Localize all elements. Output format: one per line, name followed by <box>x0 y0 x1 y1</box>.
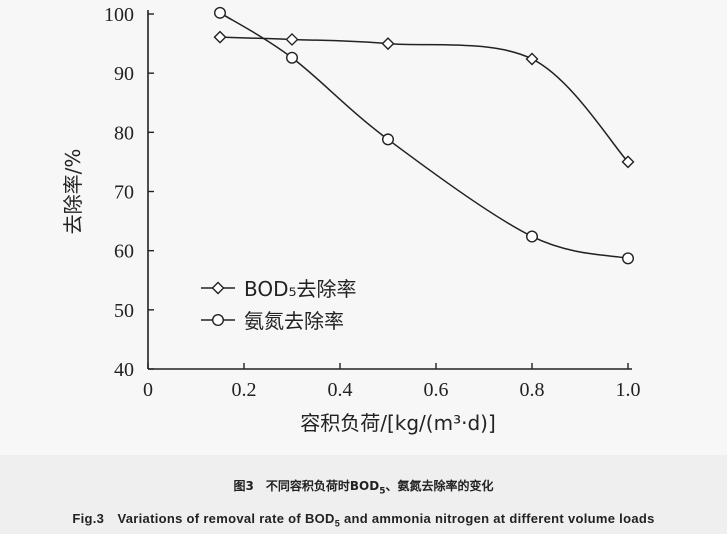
caption-chinese: 图3 不同容积负荷时BOD5、氨氮去除率的变化 <box>233 479 494 497</box>
y-tick-label: 100 <box>104 4 134 26</box>
series-1-point <box>285 32 299 46</box>
series-line-1 <box>219 36 629 163</box>
y-tick-label: 80 <box>114 122 134 144</box>
series-1-point <box>381 37 395 51</box>
legend-marker-1 <box>211 281 225 295</box>
y-axis-label: 去除率/% <box>61 149 85 235</box>
x-tick-label: 0.2 <box>232 379 257 401</box>
series-2-point <box>622 252 635 265</box>
series-2-point <box>213 6 226 19</box>
y-tick-label: 90 <box>114 63 134 85</box>
y-tick-label: 70 <box>114 182 134 204</box>
series-line-2 <box>219 12 629 260</box>
legend-marker-2 <box>211 314 224 327</box>
caption-english: Fig.3 Variations of removal rate of BOD5… <box>72 511 655 529</box>
x-tick-label: 0.4 <box>328 379 353 401</box>
series-2-point <box>526 230 539 243</box>
series-1-point <box>213 30 227 44</box>
x-tick-label: 0.8 <box>520 379 545 401</box>
x-tick-label: 0.6 <box>424 379 449 401</box>
x-tick-label: 1.0 <box>616 379 641 401</box>
line-chart: 40 50 60 70 80 90 100 0 0.2 0.4 0.6 0.8 1.0 去除率/% 容积负荷… <box>61 4 641 435</box>
legend-label-2: 氨氮去除率 <box>244 309 344 333</box>
legend-label-1: BOD₅去除率 <box>244 277 357 301</box>
chart-area: 40 50 60 70 80 90 100 0 0.2 0.4 0.6 0.8 1.0 去除率/% 容积负荷… <box>61 4 641 435</box>
series-1-point <box>525 52 539 66</box>
y-tick-label: 60 <box>114 241 134 263</box>
y-tick-label: 50 <box>114 300 134 322</box>
x-axis-label: 容积负荷/[kg/(m³·d)] <box>300 411 496 435</box>
series-1-point <box>621 155 635 169</box>
figure-caption: 图3 不同容积负荷时BOD5、氨氮去除率的变化 Fig.3 Variations… <box>0 455 727 534</box>
series-2-point <box>382 133 395 146</box>
y-tick-label: 40 <box>114 359 134 381</box>
series-2-point <box>286 51 299 64</box>
x-tick-label: 0 <box>143 379 153 401</box>
